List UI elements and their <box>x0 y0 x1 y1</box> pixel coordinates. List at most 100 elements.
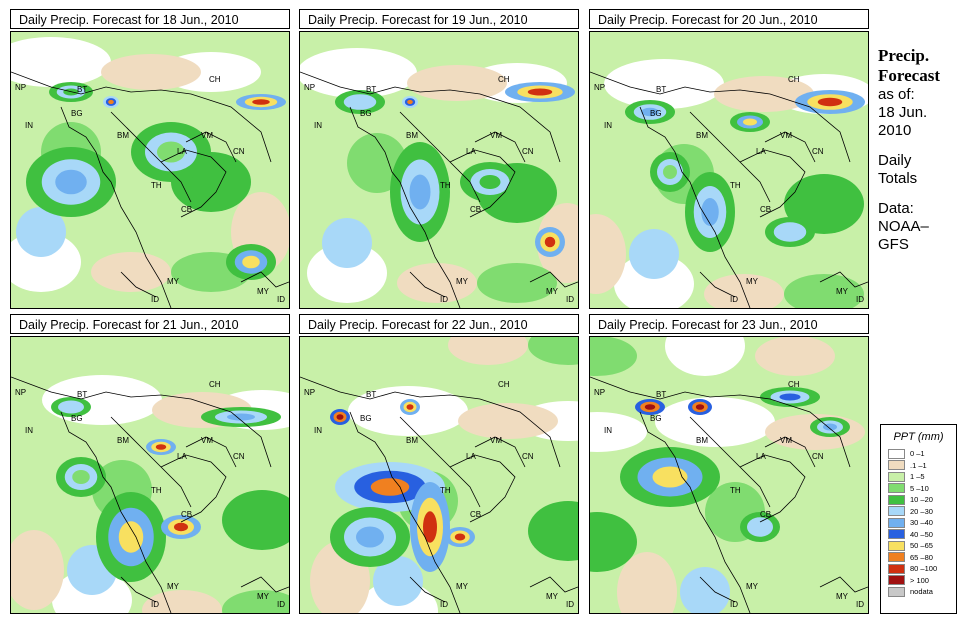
legend-swatch <box>888 506 905 517</box>
precip-map-svg: NP BT BG IN BM CH VM LA CN TH CB MY MY ID ID <box>11 37 289 308</box>
border-line <box>529 271 578 288</box>
border-line <box>639 106 751 308</box>
precip-map: NP BT BG IN BM CH VM LA CN TH CB MY MY ID ID <box>299 336 579 614</box>
border-line <box>819 576 868 593</box>
legend-label: 65 –80 <box>910 552 933 562</box>
caption-daily1: Daily <box>878 152 912 169</box>
country-label-bg: BG <box>650 109 662 118</box>
country-label-my: MY <box>167 582 180 591</box>
precip-patch <box>680 567 730 613</box>
country-label-in: IN <box>314 426 322 435</box>
border-line <box>399 111 481 203</box>
precip-patch <box>528 501 578 561</box>
precip-patch <box>373 556 423 606</box>
legend-item: 0 –1 <box>888 448 956 460</box>
precip-cell <box>356 526 384 548</box>
legend-label: 5 –10 <box>910 483 929 493</box>
precip-map-svg: NP BT BG IN BM CH VM LA CN TH CB MY MY ID ID <box>300 48 578 308</box>
country-label-id: ID <box>730 600 738 609</box>
precip-patch <box>604 59 724 109</box>
border-line <box>110 416 192 508</box>
precip-map-svg: NP BT BG IN BM CH VM LA CN TH CB MY MY ID ID <box>590 337 868 613</box>
precip-patch <box>322 218 372 268</box>
precip-map-svg: NP BT BG IN BM CH VM LA CN TH CB MY MY ID ID <box>590 59 868 308</box>
panel-title: Daily Precip. Forecast for 18 Jun., 2010 <box>10 9 290 29</box>
precip-patch <box>629 229 679 279</box>
country-label-ch: CH <box>498 380 510 389</box>
country-label-in: IN <box>314 121 322 130</box>
country-label-bg: BG <box>360 414 372 423</box>
panel-title: Daily Precip. Forecast for 23 Jun., 2010 <box>589 314 869 334</box>
country-label-bg: BG <box>71 109 83 118</box>
country-label-my: MY <box>456 582 469 591</box>
precip-cell <box>118 521 144 553</box>
border-line <box>819 271 868 288</box>
precip-cell <box>779 393 801 401</box>
border-line <box>699 576 736 603</box>
legend-swatch <box>888 575 905 586</box>
country-label-my: MY <box>746 582 759 591</box>
precip-patch <box>458 403 558 439</box>
legend-item: 10 –20 <box>888 494 956 506</box>
country-label-my: MY <box>456 277 469 286</box>
country-label-in: IN <box>604 426 612 435</box>
precip-cell <box>242 255 260 269</box>
country-label-la: LA <box>466 452 476 461</box>
panel-title: Daily Precip. Forecast for 20 Jun., 2010 <box>589 9 869 29</box>
country-label-cb: CB <box>470 510 481 519</box>
country-label-vm: VM <box>490 131 502 140</box>
legend-label: 80 –100 <box>910 564 938 574</box>
country-label-th: TH <box>730 486 741 495</box>
country-label-id: ID <box>151 295 159 304</box>
legend-swatch <box>888 460 905 471</box>
precip-map: NP BT BG IN BM CH VM LA CN TH CB MY MY ID ID <box>589 31 869 309</box>
precip-patch <box>590 214 626 294</box>
legend-label: nodata <box>910 587 933 597</box>
legend-swatch <box>888 517 905 528</box>
precip-patch <box>665 337 745 376</box>
legend-label: 10 –20 <box>910 495 933 505</box>
precip-cell <box>108 99 114 105</box>
country-label-cn: CN <box>812 452 824 461</box>
country-label-in: IN <box>25 426 33 435</box>
border-line <box>409 271 446 298</box>
caption-daily2: Totals <box>878 170 918 187</box>
country-label-np: NP <box>15 388 26 397</box>
country-label-ch: CH <box>209 380 221 389</box>
country-label-vm: VM <box>780 436 792 445</box>
precip-patch <box>448 337 528 365</box>
country-label-bg: BG <box>650 414 662 423</box>
border-line <box>300 376 561 468</box>
country-label-ch: CH <box>788 380 800 389</box>
border-line <box>110 111 192 203</box>
precip-patch <box>714 76 814 112</box>
country-label-bt: BT <box>366 390 376 399</box>
panel-title: Daily Precip. Forecast for 21 Jun., 2010 <box>10 314 290 334</box>
precip-patch <box>91 252 171 292</box>
precip-patch <box>704 274 784 308</box>
country-label-bm: BM <box>696 436 708 445</box>
legend-item: 5 –10 <box>888 483 956 495</box>
country-label-id: ID <box>440 600 448 609</box>
precip-cell <box>479 175 501 189</box>
precip-cell <box>407 99 413 105</box>
country-label-id: ID <box>566 295 574 304</box>
country-label-vm: VM <box>201 436 213 445</box>
precip-cell <box>155 444 167 450</box>
precip-cell <box>351 97 369 107</box>
panel-title: Daily Precip. Forecast for 22 Jun., 2010 <box>299 314 579 334</box>
country-label-my: MY <box>746 277 759 286</box>
border-line <box>409 576 446 603</box>
border-line <box>590 376 851 468</box>
border-line <box>349 106 461 308</box>
country-label-bm: BM <box>117 131 129 140</box>
border-line <box>764 436 816 468</box>
border-line <box>60 411 172 613</box>
precip-patch <box>755 337 835 376</box>
country-label-la: LA <box>177 452 187 461</box>
country-label-cb: CB <box>181 510 192 519</box>
precip-patch <box>300 48 417 98</box>
border-line <box>639 411 751 613</box>
border-line <box>449 454 516 523</box>
legend-item: 65 –80 <box>888 552 956 564</box>
